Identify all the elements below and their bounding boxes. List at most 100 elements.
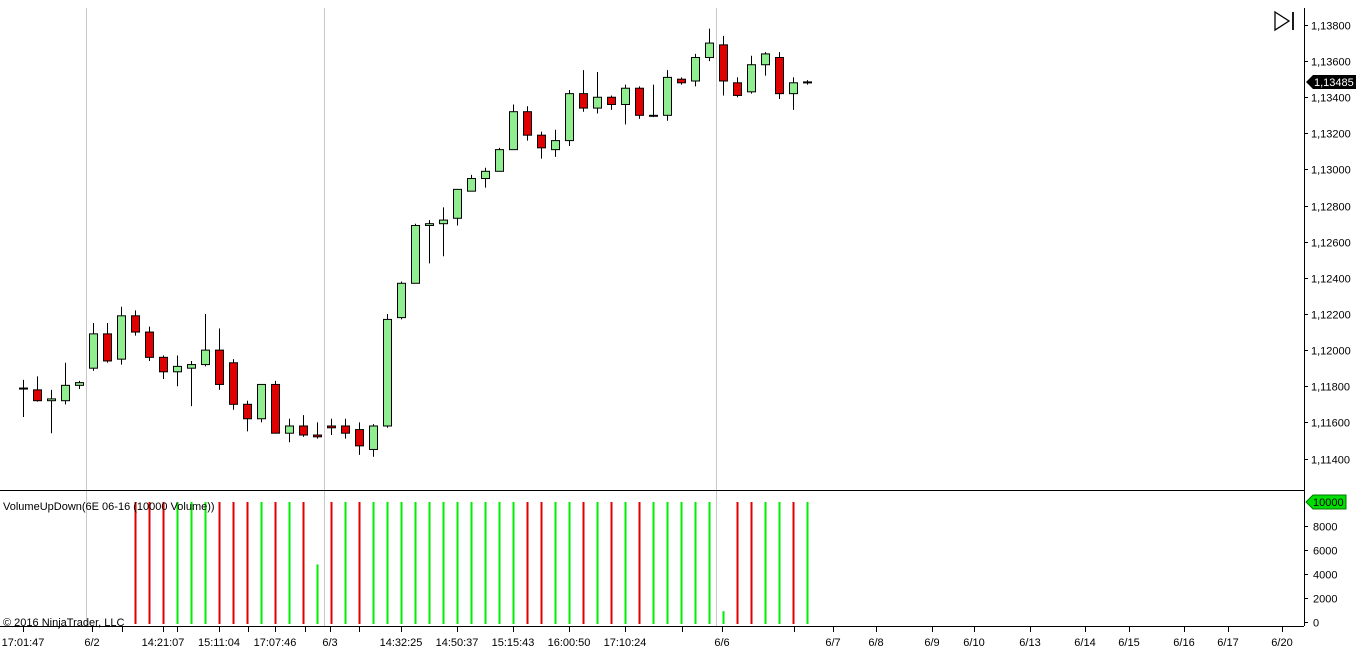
candle — [551, 129, 560, 157]
candle-body — [607, 96, 616, 105]
price-tick-label: 1,11400 — [1311, 455, 1350, 467]
candle — [257, 383, 266, 423]
candle-body — [537, 134, 546, 149]
candle-body — [299, 425, 308, 436]
candle — [579, 70, 588, 112]
candle-body — [75, 382, 84, 386]
candle-body — [201, 349, 210, 366]
time-tick-label: 6/20 — [1271, 637, 1292, 649]
price-tick-label: 1,13800 — [1311, 21, 1351, 33]
candle-body — [285, 425, 294, 434]
candle — [635, 86, 644, 119]
candle-body — [719, 44, 728, 82]
candle — [47, 389, 56, 434]
candle — [243, 400, 252, 432]
current-price-marker: 1,13485 — [1306, 75, 1356, 89]
candle — [789, 77, 798, 110]
candle — [369, 424, 378, 457]
candle — [61, 362, 70, 405]
candle — [803, 80, 812, 85]
time-tick-label: 17:01:47 — [2, 637, 45, 649]
scroll-to-end-button[interactable] — [1272, 10, 1298, 32]
candle — [663, 70, 672, 121]
candle — [145, 326, 154, 361]
candle — [159, 355, 168, 380]
candle-body — [789, 82, 798, 95]
candle — [537, 131, 546, 159]
volume-tick-label: 6000 — [1313, 546, 1337, 558]
time-tick-label: 6/6 — [714, 637, 729, 649]
candle-body — [341, 425, 350, 434]
candle-body — [131, 315, 140, 333]
candle-body — [761, 53, 770, 66]
candle-body — [453, 188, 462, 219]
candle — [187, 360, 196, 407]
candle — [481, 167, 490, 188]
price-tick-label: 1,12000 — [1311, 346, 1351, 358]
candle-body — [705, 42, 714, 59]
candle — [649, 84, 658, 118]
candle-body — [383, 318, 392, 427]
candle-body — [103, 333, 112, 362]
candle-body — [551, 140, 560, 151]
current-price-tag — [1306, 75, 1356, 89]
candle — [733, 77, 742, 98]
candle-body — [61, 384, 70, 402]
candle — [341, 418, 350, 439]
candle — [173, 355, 182, 387]
price-tick-label: 1,11800 — [1311, 382, 1350, 394]
candle-body — [145, 331, 154, 358]
candle — [313, 422, 322, 439]
candle-body — [229, 362, 238, 405]
copyright-text: © 2016 NinjaTrader, LLC — [3, 617, 125, 629]
candle-body — [187, 364, 196, 369]
candle — [467, 174, 476, 192]
candle-body — [243, 403, 252, 420]
candle — [131, 310, 140, 336]
candle — [509, 104, 518, 151]
price-tick-label: 1,13200 — [1311, 129, 1351, 141]
candle — [19, 379, 28, 417]
candle-body — [593, 96, 602, 109]
price-tick-label: 1,13000 — [1311, 165, 1351, 177]
candle — [215, 328, 224, 390]
time-tick-label: 14:32:25 — [380, 637, 423, 649]
candle-body — [47, 398, 56, 402]
candle — [383, 314, 392, 428]
time-tick-label: 15:15:43 — [492, 637, 535, 649]
candle-body — [775, 57, 784, 95]
candle-body — [621, 87, 630, 105]
candle — [775, 52, 784, 100]
candle — [89, 323, 98, 371]
candle-body — [19, 387, 28, 390]
candle-body — [509, 111, 518, 151]
candle — [299, 415, 308, 437]
candle — [761, 52, 770, 76]
candle-body — [733, 82, 742, 96]
time-tick-label: 6/16 — [1173, 637, 1194, 649]
candle-body — [159, 356, 168, 373]
candle-body — [803, 81, 812, 84]
current-price-label: 1,13485 — [1314, 77, 1354, 89]
time-tick-label: 15:11:04 — [198, 637, 240, 649]
candle-body — [663, 76, 672, 116]
volume-marker: 10000 — [1305, 494, 1347, 510]
candle — [117, 306, 126, 365]
candle-body — [257, 383, 266, 420]
candle — [271, 380, 280, 434]
candle-body — [411, 224, 420, 284]
candle-body — [313, 434, 322, 438]
time-tick-label: 6/2 — [84, 637, 99, 649]
candle — [453, 188, 462, 226]
candle — [719, 35, 728, 96]
volume-tick-label: 2000 — [1313, 594, 1337, 606]
candle — [607, 95, 616, 110]
candle-body — [467, 178, 476, 192]
candle-body — [327, 425, 336, 429]
candle-body — [439, 219, 448, 225]
time-tick-label: 17:10:24 — [604, 637, 647, 649]
candle-body — [649, 114, 658, 117]
time-tick-label: 6/14 — [1074, 637, 1095, 649]
candle — [439, 207, 448, 257]
